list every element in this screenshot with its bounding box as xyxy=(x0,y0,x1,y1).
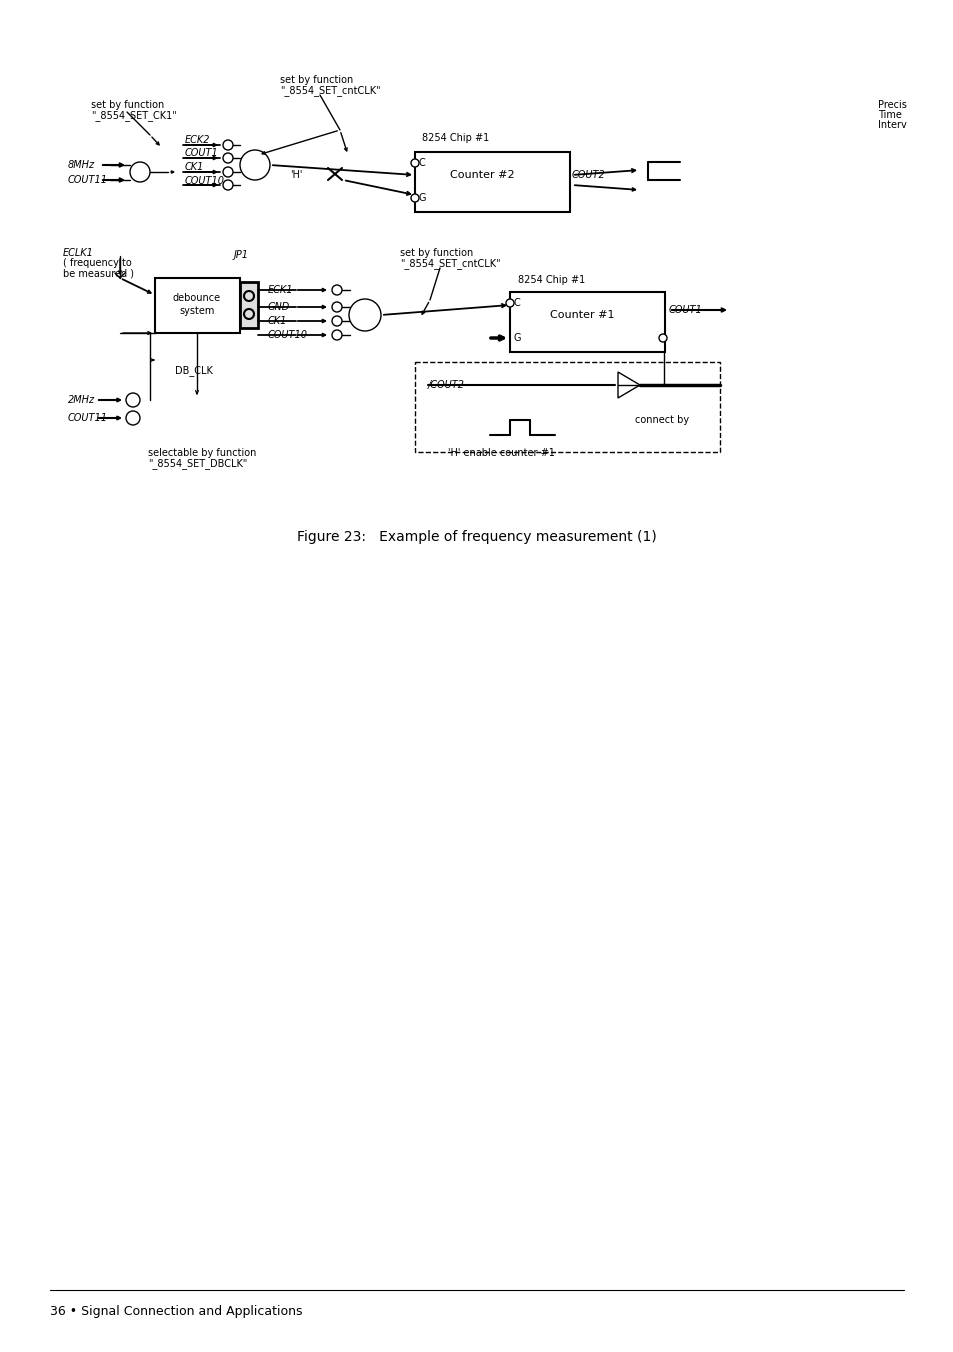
Circle shape xyxy=(332,316,341,326)
Text: 36 • Signal Connection and Applications: 36 • Signal Connection and Applications xyxy=(50,1305,302,1318)
Text: 2MHz: 2MHz xyxy=(68,395,95,406)
Text: Time: Time xyxy=(877,110,901,120)
Text: 8254 Chip #1: 8254 Chip #1 xyxy=(421,132,489,143)
Text: COUT1: COUT1 xyxy=(668,306,702,315)
Circle shape xyxy=(332,330,341,339)
Circle shape xyxy=(244,310,253,319)
Circle shape xyxy=(126,393,140,407)
Circle shape xyxy=(240,150,270,180)
Text: JP1: JP1 xyxy=(233,250,249,260)
Text: debounce: debounce xyxy=(172,293,221,303)
Text: COUT11: COUT11 xyxy=(68,412,108,423)
Bar xyxy=(415,362,720,452)
Text: "_8554_SET_CK1": "_8554_SET_CK1" xyxy=(91,110,176,120)
Text: set by function: set by function xyxy=(399,247,473,258)
Circle shape xyxy=(505,299,514,307)
Circle shape xyxy=(411,160,418,168)
Circle shape xyxy=(332,285,341,295)
Text: ( frequency to: ( frequency to xyxy=(63,258,132,268)
Bar xyxy=(154,279,240,333)
Text: COUT1: COUT1 xyxy=(185,147,218,158)
Text: Counter #1: Counter #1 xyxy=(550,310,614,320)
Circle shape xyxy=(126,411,140,425)
Circle shape xyxy=(349,299,380,331)
Text: set by function: set by function xyxy=(91,100,164,110)
Circle shape xyxy=(223,180,233,191)
Text: Precis: Precis xyxy=(877,100,906,110)
Polygon shape xyxy=(618,372,639,397)
Text: "_8554_SET_cntCLK": "_8554_SET_cntCLK" xyxy=(280,85,380,96)
Text: ECLK1: ECLK1 xyxy=(63,247,93,258)
Circle shape xyxy=(332,301,341,312)
Text: CK1: CK1 xyxy=(185,162,204,172)
Text: CK1: CK1 xyxy=(268,316,287,326)
Text: Figure 23:   Example of frequency measurement (1): Figure 23: Example of frequency measurem… xyxy=(296,530,657,544)
Circle shape xyxy=(223,141,233,150)
Text: COUT2: COUT2 xyxy=(572,170,605,180)
Text: GND: GND xyxy=(268,301,290,312)
Text: Counter #2: Counter #2 xyxy=(450,170,514,180)
Circle shape xyxy=(411,193,418,201)
Text: 8254 Chip #1: 8254 Chip #1 xyxy=(517,274,584,285)
Text: ECK1: ECK1 xyxy=(268,285,294,295)
Circle shape xyxy=(223,153,233,164)
Bar xyxy=(510,292,664,352)
Circle shape xyxy=(244,291,253,301)
Bar xyxy=(240,283,257,329)
Text: G: G xyxy=(418,193,426,203)
Text: 'H' enable counter #1: 'H' enable counter #1 xyxy=(448,448,555,458)
Text: connect by: connect by xyxy=(635,415,688,425)
Text: 8MHz: 8MHz xyxy=(68,160,95,170)
Text: DB_CLK: DB_CLK xyxy=(174,365,213,376)
Bar xyxy=(415,151,569,212)
Text: "_8554_SET_cntCLK": "_8554_SET_cntCLK" xyxy=(399,258,500,269)
Text: C: C xyxy=(418,158,425,168)
Text: C: C xyxy=(514,297,520,308)
Text: COUT10: COUT10 xyxy=(185,176,225,187)
Text: G: G xyxy=(514,333,521,343)
Circle shape xyxy=(223,168,233,177)
Text: COUT10: COUT10 xyxy=(268,330,308,339)
Text: system: system xyxy=(179,306,214,316)
Text: set by function: set by function xyxy=(280,74,353,85)
Text: Interv: Interv xyxy=(877,120,905,130)
Text: "_8554_SET_DBCLK": "_8554_SET_DBCLK" xyxy=(148,458,247,469)
Text: /COUT2: /COUT2 xyxy=(428,380,464,389)
Text: selectable by function: selectable by function xyxy=(148,448,256,458)
Text: 'H': 'H' xyxy=(290,170,302,180)
Text: COUT11: COUT11 xyxy=(68,174,108,185)
Text: be measured ): be measured ) xyxy=(63,268,133,279)
Text: ECK2: ECK2 xyxy=(185,135,211,145)
Circle shape xyxy=(130,162,150,183)
Circle shape xyxy=(659,334,666,342)
